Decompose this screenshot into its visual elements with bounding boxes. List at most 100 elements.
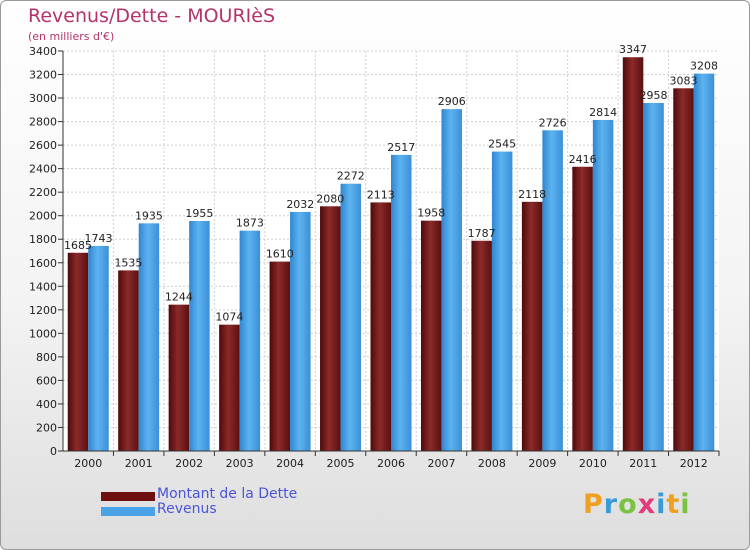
logo-letter: i — [656, 489, 667, 520]
bar-revenus — [239, 230, 261, 451]
y-tick-label: 0 — [50, 445, 57, 458]
chart-subtitle: (en milliers d'€) — [28, 30, 115, 43]
data-label: 3347 — [619, 43, 647, 56]
chart-title: Revenus/Dette - MOURIèS — [28, 5, 276, 27]
data-label: 2416 — [569, 153, 597, 166]
y-tick-label: 3000 — [29, 92, 57, 105]
y-tick-label: 2400 — [29, 163, 57, 176]
x-tick-label: 2002 — [175, 457, 203, 470]
logo-letter: P — [583, 489, 604, 520]
y-tick-label: 2000 — [29, 210, 57, 223]
bar-dette — [471, 240, 492, 451]
data-label: 2517 — [387, 141, 415, 154]
bar-revenus — [441, 109, 462, 451]
y-tick-label: 2200 — [29, 186, 57, 199]
data-label: 2113 — [367, 188, 395, 201]
y-tick-label: 1400 — [29, 280, 57, 293]
axis-layer: 0 200 400 600 800 1000 1200 1400 1600 1800 2000 220… — [29, 45, 720, 470]
legend-label-debt: Montant de la Dette — [157, 486, 298, 502]
data-label: 1610 — [266, 248, 294, 261]
y-tick-label: 600 — [36, 374, 57, 387]
data-label: 2958 — [640, 89, 668, 102]
bar-dette — [219, 324, 240, 451]
bars-layer — [67, 57, 715, 452]
y-tick-label: 400 — [36, 398, 57, 411]
x-tick-label: 2006 — [377, 457, 405, 470]
data-label: 1935 — [135, 209, 163, 222]
x-tick-label: 2012 — [680, 457, 708, 470]
legend-swatch-debt — [101, 492, 155, 501]
bar-revenus — [391, 154, 412, 451]
bar-dette — [622, 57, 644, 452]
y-tick-label: 1800 — [29, 233, 57, 246]
y-tick-label: 1600 — [29, 257, 57, 270]
bar-dette — [67, 252, 89, 451]
bar-revenus — [138, 223, 160, 451]
x-tick-label: 2004 — [276, 457, 304, 470]
bar-dette — [572, 166, 593, 451]
bar-revenus — [189, 221, 210, 451]
data-label: 2726 — [539, 116, 567, 129]
bar-revenus — [88, 245, 109, 451]
data-label: 1958 — [417, 207, 445, 220]
bar-revenus — [592, 119, 614, 452]
bar-dette — [320, 206, 341, 451]
bar-dette — [168, 304, 190, 451]
data-label: 2545 — [488, 138, 516, 151]
x-tick-label: 2000 — [74, 457, 102, 470]
x-tick-label: 2007 — [427, 457, 455, 470]
data-label: 2906 — [438, 95, 466, 108]
legend-swatch-revenus — [101, 507, 155, 516]
data-label: 1787 — [468, 227, 496, 240]
x-tick-label: 2003 — [226, 457, 254, 470]
data-label: 1074 — [215, 311, 243, 324]
bar-dette — [118, 270, 139, 451]
legend-label-revenus: Revenus — [157, 501, 217, 517]
bar-dette — [521, 201, 543, 451]
logo-letter: i — [680, 489, 691, 520]
bar-dette — [420, 220, 442, 451]
data-label: 2272 — [337, 170, 365, 183]
logo-letter: r — [603, 489, 619, 520]
bar-revenus — [340, 183, 362, 452]
data-label: 1535 — [114, 256, 142, 269]
data-label: 2118 — [518, 188, 546, 201]
x-tick-label: 2008 — [478, 457, 506, 470]
data-label: 3208 — [690, 60, 718, 73]
y-tick-label: 800 — [36, 351, 57, 364]
bar-revenus — [491, 151, 513, 451]
bar-revenus — [643, 103, 664, 451]
x-tick-label: 2009 — [528, 457, 556, 470]
x-tick-label: 2010 — [579, 457, 607, 470]
bar-dette — [269, 261, 291, 451]
data-label: 1873 — [236, 217, 264, 230]
y-tick-label: 2600 — [29, 139, 57, 152]
data-label: 3083 — [670, 74, 698, 87]
data-label: 2080 — [316, 192, 344, 205]
y-tick-label: 1200 — [29, 304, 57, 317]
data-label: 2814 — [589, 106, 617, 119]
data-label: 1244 — [165, 291, 193, 304]
bar-revenus — [542, 130, 563, 451]
bar-dette — [673, 88, 694, 451]
data-label: 1955 — [185, 207, 213, 220]
x-tick-label: 2001 — [125, 457, 153, 470]
data-label: 1743 — [84, 232, 112, 245]
proxiti-logo: Proxiti — [583, 489, 691, 520]
y-tick-label: 3200 — [29, 69, 57, 82]
data-label: 2032 — [286, 198, 314, 211]
logo-letter: t — [666, 489, 681, 520]
y-tick-label: 1000 — [29, 327, 57, 340]
y-tick-label: 200 — [36, 421, 57, 434]
y-tick-label: 3400 — [29, 45, 57, 58]
bar-revenus — [693, 73, 715, 452]
y-tick-label: 2800 — [29, 116, 57, 129]
bar-dette — [370, 202, 391, 451]
data-label: 1685 — [64, 239, 92, 252]
x-tick-label: 2011 — [629, 457, 657, 470]
bar-revenus — [290, 211, 311, 451]
logo-letter: x — [637, 489, 657, 520]
